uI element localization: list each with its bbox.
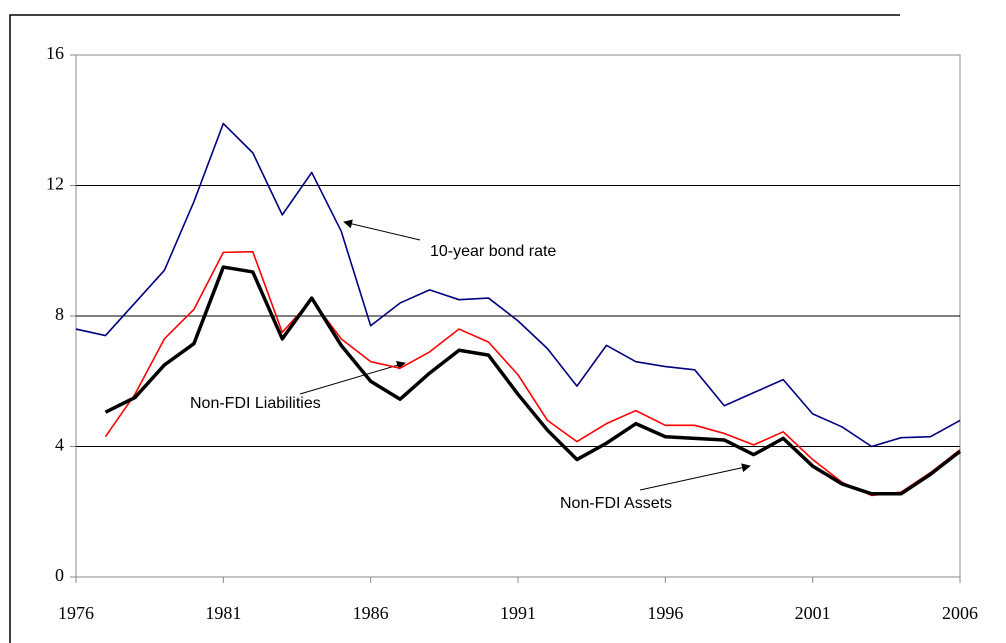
frame: [9, 14, 900, 643]
annotation: Non-FDI Assets: [560, 495, 672, 512]
x-tick-label: 1991: [500, 603, 536, 623]
x-tick-label: 2001: [795, 603, 831, 623]
y-tick-label: 0: [55, 565, 64, 585]
x-tick-label: 1976: [58, 603, 94, 623]
arrow: [639, 463, 751, 491]
series-line: [104, 265, 962, 496]
series-line: [104, 250, 961, 497]
y-tick-label: 4: [55, 435, 64, 455]
arrow: [299, 360, 406, 395]
y-tick-label: 8: [55, 304, 64, 324]
x-tick-label: 1981: [205, 603, 241, 623]
y-tick-label: 12: [46, 174, 64, 194]
y-tick-label: 16: [46, 43, 64, 63]
annotation: 10-year bond rate: [430, 243, 556, 260]
x-tick-label: 1986: [353, 603, 389, 623]
annotation: Non-FDI Liabilities: [190, 395, 321, 412]
x-tick-label: 1996: [647, 603, 683, 623]
arrow: [343, 219, 421, 241]
series-line: [75, 122, 961, 448]
x-tick-label: 2006: [942, 603, 978, 623]
